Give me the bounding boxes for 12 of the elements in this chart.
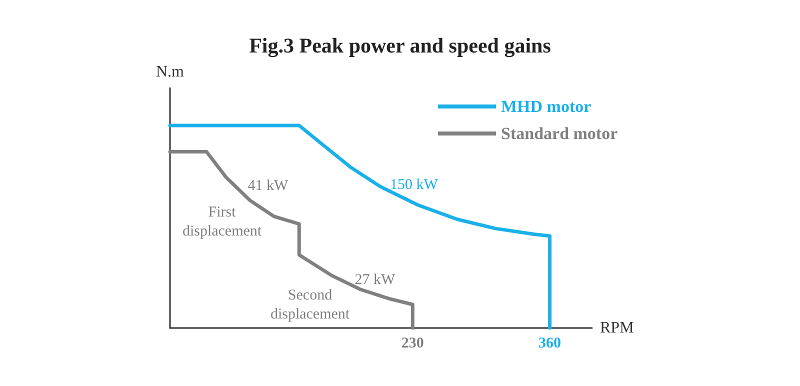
annotation: 150 kW bbox=[390, 177, 439, 193]
chart-title: Fig.3 Peak power and speed gains bbox=[249, 34, 551, 58]
x-tick-label: 360 bbox=[538, 336, 562, 352]
y-axis-title: N.m bbox=[156, 64, 185, 80]
x-tick-label: 230 bbox=[401, 336, 424, 352]
annotation: First displacement bbox=[182, 204, 262, 240]
annotation: Second displacement bbox=[270, 288, 350, 322]
legend-label: Standard motor bbox=[501, 124, 618, 143]
x-axis-title: RPM bbox=[600, 320, 634, 336]
legend-label: MHD motor bbox=[501, 97, 592, 116]
annotation: 27 kW bbox=[354, 272, 396, 288]
annotation: 41 kW bbox=[248, 178, 290, 194]
